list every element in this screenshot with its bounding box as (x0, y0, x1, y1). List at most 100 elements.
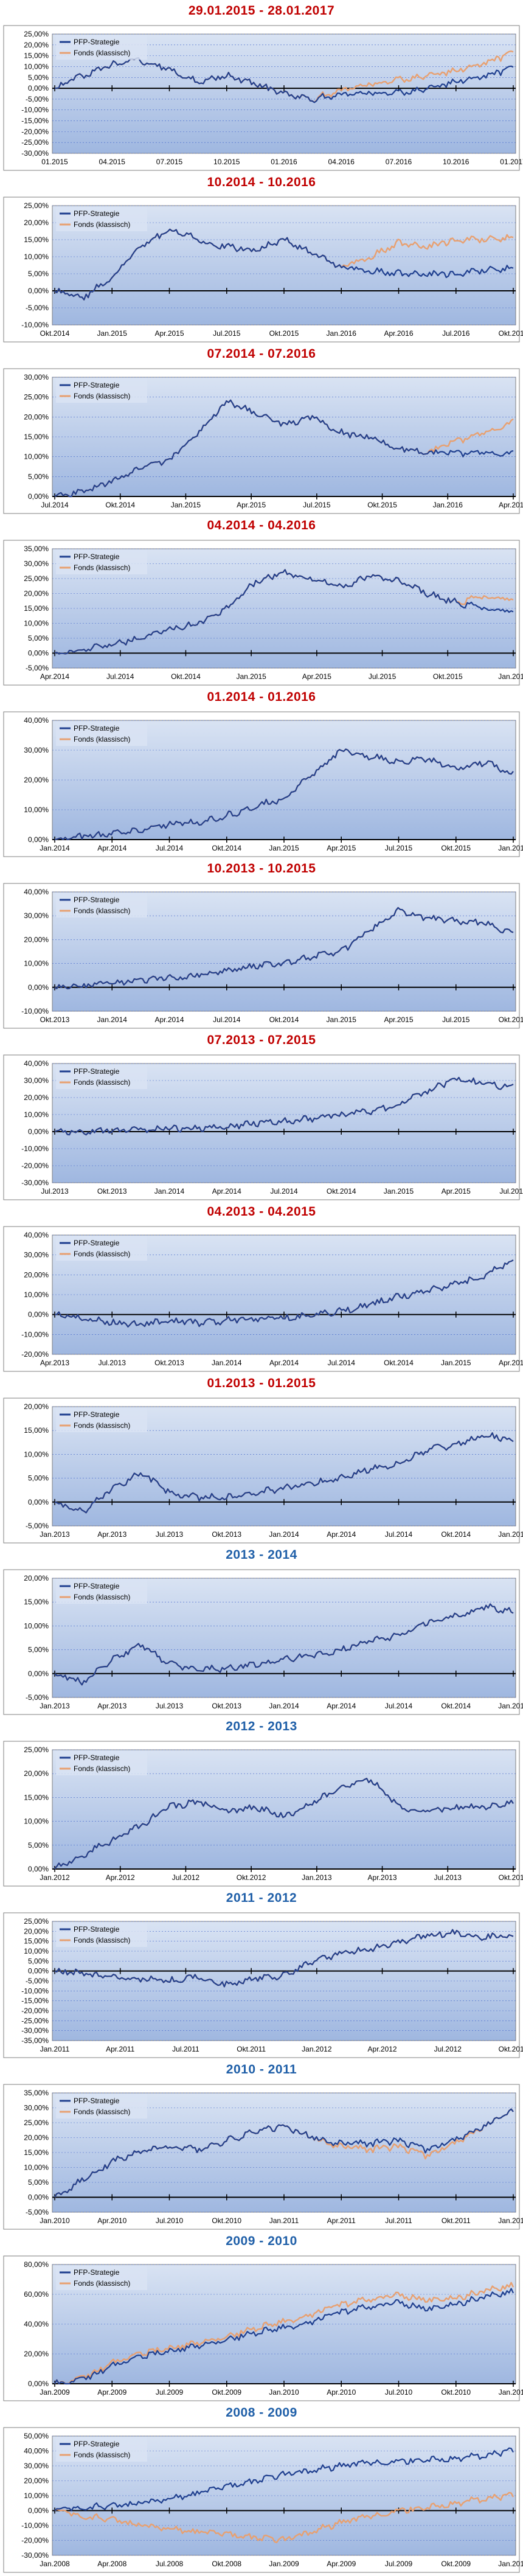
chart-title: 07.2013 - 07.2015 (207, 1033, 316, 1047)
y-tick-label: 20,00% (24, 590, 49, 598)
legend (56, 1408, 147, 1432)
x-tick-label: Okt.2014 (327, 1187, 356, 1196)
chart-panel: 04.2013 - 04.2015 -20,00% -10,00% 0,00% 10,0… (0, 1203, 523, 1375)
x-tick-label: Apr.2013 (368, 1873, 397, 1882)
x-tick-label: 01.2016 (271, 158, 297, 166)
y-tick-label: -10,00% (21, 2521, 49, 2530)
x-tick-label: Okt.2012 (499, 2045, 523, 2053)
legend (56, 722, 147, 746)
y-tick-label: 0,00% (28, 287, 49, 295)
y-tick-label: 20,00% (24, 1402, 49, 1411)
x-tick-label: Jan.2009 (269, 2560, 299, 2568)
y-tick-label: -10,00% (21, 106, 49, 114)
x-tick-label: Jul.2013 (99, 1359, 126, 1367)
chart-panel: 2010 - 2011 -5,00% 0,00% 5,00% 10,00% 15,00% 2… (0, 2061, 523, 2233)
legend (56, 2266, 147, 2290)
x-tick-label: Jul.2012 (434, 2045, 462, 2053)
series-line-strategy (54, 1432, 514, 1514)
line-chart: -10,00% -5,00% 0,00% 5,00% 10,00% 15,00% 20,00… (3, 197, 523, 343)
y-tick-label: 10,00% (24, 1621, 49, 1630)
line-chart: -5,00% 0,00% 5,00% 10,00% 15,00% 20,00% 25,00%… (3, 540, 523, 686)
x-tick-label: Apr.2012 (368, 2045, 397, 2053)
legend-label: PFP-Strategie (74, 2268, 120, 2277)
x-tick-label: Apr.2015 (237, 501, 266, 509)
legend-label: PFP-Strategie (74, 1067, 120, 1076)
y-tick-label: 40,00% (24, 1231, 49, 1239)
legend-label: PFP-Strategie (74, 1753, 120, 1762)
y-tick-label: 20,00% (24, 1769, 49, 1778)
y-tick-label: 15,00% (24, 1793, 49, 1801)
y-tick-label: 80,00% (24, 2260, 49, 2269)
x-tick-label: Jul.2014 (270, 1187, 298, 1196)
y-tick-label: 5,00% (28, 73, 49, 82)
series-line-strategy (54, 1259, 514, 1328)
y-tick-label: 10,00% (24, 1450, 49, 1458)
y-tick-label: -30,00% (21, 2551, 49, 2560)
legend-label: PFP-Strategie (74, 1410, 120, 1419)
x-tick-label: Jan.2011 (40, 2045, 70, 2053)
x-tick-label: Apr.2010 (97, 2216, 126, 2225)
x-tick-label: Jul.2009 (385, 2560, 413, 2568)
y-tick-label: 10,00% (24, 806, 49, 814)
chart-title: 29.01.2015 - 28.01.2017 (188, 4, 335, 18)
series-line-strategy (54, 228, 514, 301)
chart-title: 01.2013 - 01.2015 (207, 1376, 316, 1390)
chart-title: 2010 - 2011 (226, 2063, 297, 2076)
chart-title: 04.2014 - 04.2016 (207, 518, 316, 532)
chart-panel: 2012 - 2013 0,00% 5,00% 10,00% 15,00% 20,00% 2… (0, 1718, 523, 1890)
x-tick-label: Okt.2011 (237, 2045, 266, 2053)
chart-panel: 10.2013 - 10.2015 -10,00% 0,00% 10,00% 20,00… (0, 860, 523, 1032)
line-chart: -10,00% 0,00% 10,00% 20,00% 30,00% 40,00% Okt.… (3, 883, 523, 1029)
x-tick-label: Jul.2015 (369, 672, 397, 681)
x-tick-label: Jan.2009 (40, 2388, 70, 2397)
chart-panel: 07.2013 - 07.2015 -30,00% -20,00% -10,00% 0,… (0, 1032, 523, 1203)
line-chart: -5,00% 0,00% 5,00% 10,00% 15,00% 20,00% Jan.20… (3, 1569, 523, 1715)
y-tick-label: -35,00% (21, 2036, 49, 2045)
legend (56, 1236, 147, 1261)
y-tick-label: 20,00% (24, 2134, 49, 2142)
y-tick-label: 0,00% (28, 84, 49, 92)
y-tick-label: 15,00% (24, 235, 49, 244)
y-tick-label: 20,00% (24, 413, 49, 421)
y-tick-label: 0,00% (28, 835, 49, 844)
legend (56, 1923, 147, 1947)
y-tick-label: 0,00% (28, 1669, 49, 1678)
y-tick-label: 0,00% (28, 2379, 49, 2388)
y-tick-label: 0,00% (28, 1311, 49, 1319)
x-tick-label: Apr.2014 (154, 1015, 184, 1024)
legend (56, 550, 147, 574)
x-tick-label: Jan.2008 (40, 2560, 70, 2568)
x-tick-label: Jul.2013 (434, 1873, 462, 1882)
x-tick-label: Okt.2014 (171, 672, 201, 681)
series-line-fund (54, 2282, 514, 2385)
y-tick-label: -25,00% (21, 2016, 49, 2025)
chart-panel: 2011 - 2012 -35,00% -30,00% -25,00% -20,00% -… (0, 1890, 523, 2061)
line-chart: 0,00% 20,00% 40,00% 60,00% 80,00% Jan.2009 Apr… (3, 2255, 523, 2401)
chart-panel: 01.2013 - 01.2015 -5,00% 0,00% 5,00% 10,00% 1… (0, 1375, 523, 1547)
legend (56, 378, 147, 403)
chart-panel: 04.2014 - 04.2016 -5,00% 0,00% 5,00% 10,00% 1… (0, 517, 523, 689)
legend-label: PFP-Strategie (74, 552, 120, 561)
chart-title: 07.2014 - 07.2016 (207, 347, 316, 361)
y-tick-label: 35,00% (24, 2089, 49, 2097)
y-tick-label: 30,00% (24, 1076, 49, 1085)
y-tick-label: -20,00% (21, 1350, 49, 1359)
y-tick-label: -25,00% (21, 138, 49, 147)
y-tick-label: -5,00% (26, 304, 49, 312)
x-tick-label: Jul.2013 (156, 1530, 184, 1539)
chart-title: 2012 - 2013 (226, 1719, 297, 1733)
x-tick-label: Apr.2013 (97, 1702, 126, 1710)
legend-label: PFP-Strategie (74, 381, 120, 389)
legend (56, 1751, 147, 1775)
x-tick-label: Jan.2013 (40, 1702, 70, 1710)
y-tick-label: 20,00% (24, 218, 49, 227)
x-tick-label: Apr.2014 (212, 1187, 241, 1196)
chart-panel: 2009 - 2010 0,00% 20,00% 40,00% 60,00% 80,00%… (0, 2233, 523, 2404)
x-tick-label: Apr.2009 (97, 2388, 126, 2397)
y-tick-label: -5,00% (26, 1693, 49, 1702)
y-tick-label: -30,00% (21, 2027, 49, 2035)
y-tick-label: 30,00% (24, 2462, 49, 2470)
legend-label: Fonds (klassisch) (74, 49, 130, 57)
y-tick-label: 25,00% (24, 1917, 49, 1926)
